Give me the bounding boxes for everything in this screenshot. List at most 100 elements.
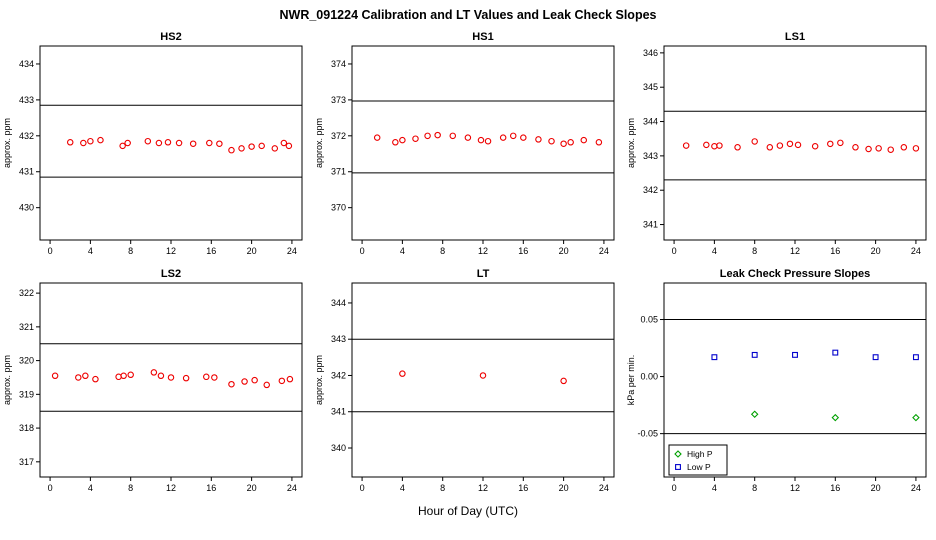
data-point <box>211 374 218 381</box>
x-tick-label: 4 <box>88 483 93 493</box>
data-point <box>811 143 819 150</box>
data-point <box>120 372 127 380</box>
data-point <box>399 370 406 377</box>
panel-ls2: 0 4 8 12 16 20 24 317 318 319 320 321 322 LS2 approx. … <box>2 268 303 493</box>
data-point <box>285 142 293 150</box>
data-point <box>373 134 381 141</box>
data-point <box>766 144 774 151</box>
x-tick-label: 0 <box>360 246 365 256</box>
data-point <box>674 450 682 458</box>
x-tick-label: 16 <box>518 246 528 256</box>
x-tick-label: 8 <box>752 483 757 493</box>
data-point <box>399 136 406 144</box>
y-tick-label: 373 <box>331 95 346 105</box>
data-point <box>278 377 286 385</box>
data-point <box>912 354 919 361</box>
y-tick-label: 372 <box>331 131 346 141</box>
data-point <box>734 144 741 151</box>
data-point <box>751 138 758 145</box>
panel-lt: 0 4 8 12 16 20 24 340 341 342 343 344 LT approx. ppm <box>314 268 615 493</box>
data-point <box>865 145 872 153</box>
panel-title: LT <box>477 268 490 280</box>
y-tick-label: 0.00 <box>640 372 658 382</box>
data-point <box>203 373 210 381</box>
data-point <box>837 139 844 147</box>
y-tick-label: 0.05 <box>640 315 658 325</box>
y-tick-label: 434 <box>19 59 34 69</box>
y-tick-label: 371 <box>331 167 346 177</box>
panel-hs2: 0 4 8 12 16 20 24 430 431 432 433 434 HS2 approx. ppm <box>2 31 303 256</box>
data-point <box>776 142 784 149</box>
data-point <box>887 146 894 153</box>
series-ls1-calibration <box>682 138 920 153</box>
data-point <box>51 372 59 380</box>
panel-leak-check: 0 4 8 12 16 20 24 -0.05 0.00 0.05 Leak Check Press… <box>626 268 927 493</box>
data-point <box>164 139 172 146</box>
panel-title: HS2 <box>160 31 181 43</box>
data-point <box>144 137 152 145</box>
data-point <box>92 375 99 383</box>
data-point <box>97 136 104 144</box>
data-point <box>228 380 235 388</box>
data-point <box>115 373 122 381</box>
x-tick-label: 4 <box>712 246 717 256</box>
data-point <box>119 142 126 150</box>
data-point <box>479 372 487 379</box>
data-point <box>82 372 89 380</box>
data-point <box>424 132 431 140</box>
series-ls2-calibration <box>51 369 294 389</box>
x-tick-label: 24 <box>599 246 609 256</box>
data-point <box>286 375 294 383</box>
y-tick-label: 321 <box>19 322 34 332</box>
data-point <box>477 136 485 144</box>
x-tick-label: 16 <box>830 246 840 256</box>
data-point <box>248 143 255 150</box>
series-lt-values <box>399 370 567 385</box>
x-tick-label: 8 <box>752 246 757 256</box>
data-point <box>484 137 492 145</box>
chart-grid: 0 4 8 12 16 20 24 430 431 432 433 434 HS2 approx. ppm… <box>0 28 936 502</box>
panel-ls1: 0 4 8 12 16 20 24 341 342 343 344 345 346 LS1 approx. … <box>626 31 927 256</box>
data-point <box>167 374 175 381</box>
series-low-p <box>711 349 919 361</box>
x-tick-label: 16 <box>206 483 216 493</box>
data-point <box>912 413 920 422</box>
data-point <box>150 369 158 376</box>
plot-border <box>351 45 615 241</box>
y-tick-label: 340 <box>331 443 346 453</box>
x-tick-label: 16 <box>518 483 528 493</box>
data-point <box>80 139 87 147</box>
data-point <box>124 139 131 147</box>
data-point <box>900 144 908 151</box>
data-point <box>675 464 681 470</box>
panel-title: HS1 <box>472 31 493 43</box>
y-axis-label: approx. ppm <box>626 118 636 168</box>
y-tick-label: 430 <box>19 203 34 213</box>
data-point <box>831 413 840 422</box>
x-tick-label: 16 <box>206 246 216 256</box>
x-tick-label: 12 <box>166 483 176 493</box>
data-point <box>560 377 567 385</box>
panel-title: Leak Check Pressure Slopes <box>720 268 870 280</box>
x-tick-label: 4 <box>400 246 405 256</box>
y-axis-label: approx. ppm <box>2 355 12 405</box>
legend-label: Low P <box>687 462 711 472</box>
y-tick-label: 346 <box>643 48 658 58</box>
data-point <box>280 139 288 147</box>
data-point <box>560 140 567 147</box>
data-point <box>449 132 457 140</box>
data-point <box>499 134 507 141</box>
x-tick-label: 4 <box>712 483 717 493</box>
data-point <box>716 142 723 149</box>
x-tick-label: 12 <box>166 246 176 256</box>
y-tick-label: 318 <box>19 423 34 433</box>
y-tick-label: 342 <box>331 370 346 380</box>
x-tick-label: 0 <box>360 483 365 493</box>
data-point <box>189 140 197 147</box>
data-point <box>595 139 603 146</box>
x-tick-label: 12 <box>478 246 488 256</box>
data-point <box>703 141 710 149</box>
y-axis-label: approx. ppm <box>2 118 12 168</box>
data-point <box>258 142 265 150</box>
y-axis-label: kPa per min. <box>626 355 636 406</box>
